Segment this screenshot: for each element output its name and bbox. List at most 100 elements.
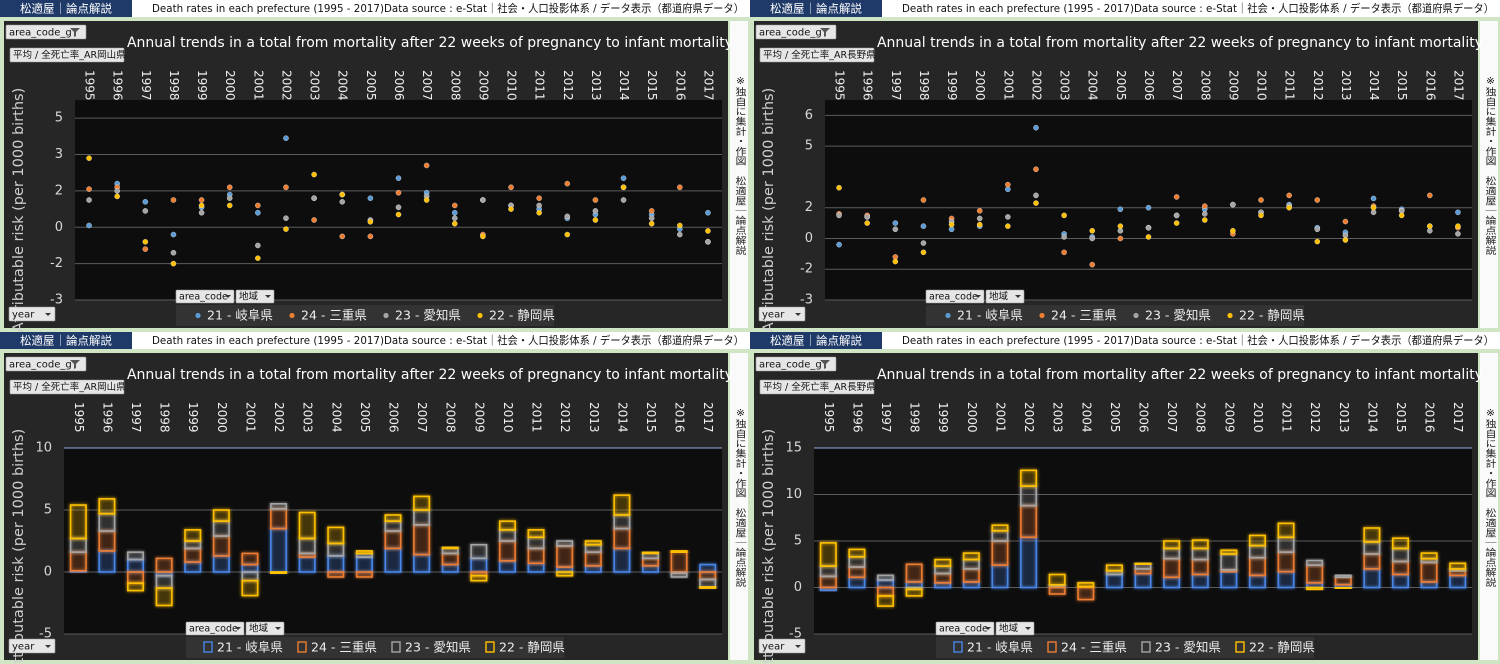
header-label: 松適屋｜論点解説 [20, 2, 112, 16]
bar-segment [1163, 540, 1181, 550]
data-point [86, 222, 92, 229]
chart-panel: 松適屋｜論点解説 Death rates in each prefecture (… [0, 0, 750, 332]
data-point [226, 184, 233, 191]
y-tick-label: -2 [800, 262, 813, 277]
x-tick-label: 2016 [1423, 70, 1437, 101]
axis-field[interactable]: year [8, 306, 56, 322]
data-point [705, 209, 711, 216]
bar-segment [98, 550, 116, 573]
x-tick-label: 1999 [195, 70, 209, 101]
pivot-field[interactable]: area_code [925, 289, 985, 304]
legend-marker [391, 641, 401, 653]
data-point [1201, 203, 1208, 210]
x-tick-label: 2009 [476, 70, 490, 101]
bar-segment [1449, 562, 1467, 570]
legend-marker [289, 312, 295, 319]
pivot-field[interactable]: 地域 [235, 289, 275, 304]
dropdown-arrow [1025, 627, 1031, 630]
filter-button-label: area_code_g [759, 360, 822, 371]
bar-segment [212, 555, 230, 573]
x-tick-label: 2001 [993, 402, 1007, 433]
axis-field-box [8, 638, 56, 654]
pivot-field[interactable]: area_code [935, 621, 995, 636]
filter-button[interactable]: area_code_g [5, 356, 87, 372]
bar-segment [527, 529, 545, 539]
x-tick-label: 2012 [1311, 70, 1325, 101]
bar-segment [1363, 568, 1381, 589]
legend-marker [1227, 312, 1233, 319]
bar-segment [670, 572, 688, 578]
bar-segment [991, 540, 1009, 566]
axis-field-label: year [762, 642, 785, 653]
x-tick-label: 1998 [158, 402, 172, 433]
bar-segment [1105, 573, 1123, 589]
pivot-field-box [185, 621, 245, 636]
axis-field-box [8, 306, 56, 322]
filter-button[interactable]: area_code_g [5, 24, 87, 40]
bar-segment [1191, 573, 1209, 589]
legend-label: 23 - 愛知県 [405, 640, 471, 655]
pivot-field-box [925, 289, 985, 304]
filter-value[interactable]: 平均 / 全死亡率_AR岡山県 [9, 47, 126, 63]
bar-segment [384, 514, 402, 522]
bar-segment [1220, 549, 1238, 555]
bar-segment [384, 530, 402, 550]
bar-segment [270, 503, 288, 510]
header-text: Death rates in each prefecture (1995 - 2… [902, 1, 1494, 15]
chart-panel: 松適屋｜論点解説 Death rates in each prefecture (… [750, 332, 1500, 664]
y-tick-label: -2 [50, 256, 63, 271]
x-tick-label: 2000 [973, 70, 987, 101]
data-point [367, 218, 374, 225]
bar-segment [1391, 547, 1410, 563]
data-point [1314, 197, 1321, 203]
pivot-field[interactable]: area_code [175, 289, 235, 304]
data-point [114, 193, 121, 200]
pivot-field-label: 地域 [249, 623, 269, 635]
bar-segment [126, 571, 145, 584]
x-tick-label: 2000 [223, 70, 237, 101]
bar-segment [556, 540, 574, 547]
bar-segment [991, 529, 1009, 542]
data-point [592, 217, 599, 223]
filter-button[interactable]: area_code_g [755, 24, 837, 40]
pivot-field[interactable]: area_code [185, 621, 245, 636]
data-point [451, 209, 458, 216]
bar-segment [670, 551, 688, 573]
axis-field[interactable]: year [8, 638, 56, 654]
legend-label: 24 - 三重県 [311, 640, 377, 655]
data-point [1201, 217, 1208, 223]
axis-field[interactable]: year [758, 306, 806, 322]
y-tick-label: 6 [805, 108, 813, 123]
filter-value[interactable]: 平均 / 全死亡率_AR岡山県 [9, 379, 126, 395]
bar-segment [1363, 527, 1381, 543]
dropdown-arrow [235, 627, 241, 630]
pivot-field[interactable]: 地域 [245, 621, 285, 636]
bar-segment [212, 520, 230, 537]
data-point [86, 186, 92, 192]
filter-button-label: area_code_g [9, 28, 72, 39]
pivot-field-box [235, 289, 275, 304]
axis-field[interactable]: year [758, 638, 806, 654]
x-tick-label: 2003 [308, 70, 322, 101]
x-tick-label: 2004 [1079, 402, 1093, 433]
x-tick-label: 2008 [1198, 70, 1212, 101]
legend-marker [485, 641, 495, 653]
pivot-field[interactable]: 地域 [985, 289, 1025, 304]
y-tick-label: -3 [800, 293, 813, 308]
bar-segment [327, 542, 345, 557]
y-tick-label: 10 [35, 441, 52, 456]
legend-box [186, 637, 564, 658]
data-point [86, 197, 92, 203]
filter-value[interactable]: 平均 / 全死亡率_AR長野県 [759, 47, 876, 63]
x-tick-label: 2010 [505, 70, 519, 101]
pivot-field-label: 地域 [989, 291, 1009, 303]
side-strip [730, 21, 748, 328]
filter-button[interactable]: area_code_g [755, 356, 837, 372]
filter-value[interactable]: 平均 / 全死亡率_AR長野県 [759, 379, 876, 395]
x-tick-label: 2017 [1451, 402, 1465, 433]
header-badge [0, 0, 132, 17]
pivot-field-box [985, 289, 1025, 304]
bar-segment [413, 495, 431, 511]
pivot-field[interactable]: 地域 [995, 621, 1035, 636]
